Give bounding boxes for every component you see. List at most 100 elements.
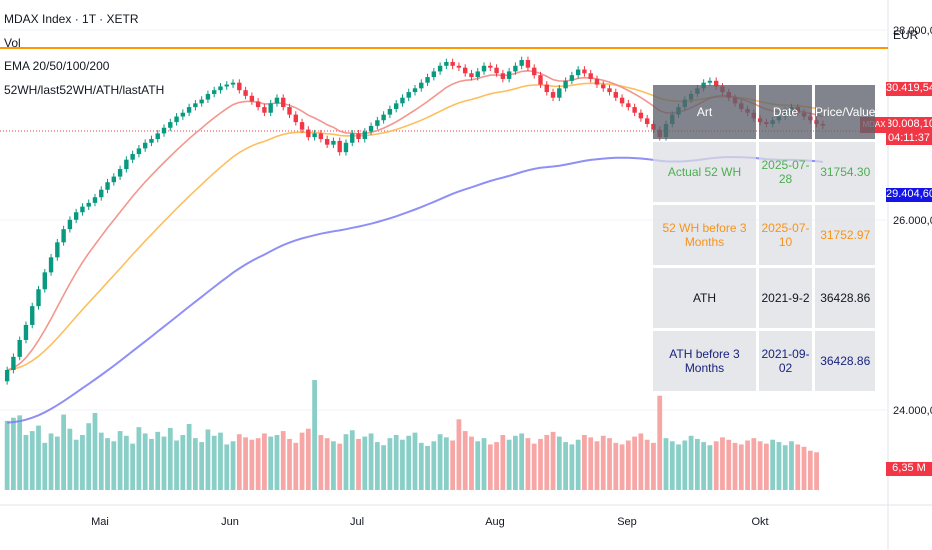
legend-indicator[interactable]: 52WH/last52WH/ATH/lastATH xyxy=(4,82,165,97)
candle-body xyxy=(481,65,487,72)
candle-body xyxy=(393,103,399,109)
candle-body xyxy=(80,206,85,213)
volume-bar xyxy=(625,440,631,490)
volume-bar xyxy=(23,435,29,490)
volume-bar xyxy=(73,439,79,490)
price-tag-countdown: 04:11:37 xyxy=(887,132,930,144)
volume-bar xyxy=(513,435,518,490)
candle-body xyxy=(544,84,549,93)
candle-body xyxy=(582,69,587,74)
table-header-value: Price/Value xyxy=(815,85,876,139)
volume-bar xyxy=(318,435,324,490)
candle-body xyxy=(437,65,443,72)
candle-body xyxy=(224,84,229,87)
volume-bar xyxy=(694,438,700,490)
table-header-date: Date xyxy=(759,85,812,139)
volume-bar xyxy=(412,432,418,490)
candle-body xyxy=(262,107,267,113)
table-header-art: Art xyxy=(653,85,756,139)
chart-title[interactable]: MDAX Index · 1T · XETR xyxy=(4,12,139,26)
candle-body xyxy=(23,324,29,340)
volume-bar xyxy=(726,439,732,490)
legend-ema[interactable]: EMA 20/50/100/200 xyxy=(4,59,110,73)
table-cell-value: 31752.97 xyxy=(815,205,876,265)
candle-body xyxy=(626,103,631,108)
volume-bar xyxy=(199,442,205,490)
volume-bar xyxy=(588,437,594,490)
candle-body xyxy=(450,62,455,66)
volume-bar xyxy=(550,431,556,490)
volume-bar xyxy=(531,443,537,490)
candle-body xyxy=(312,133,317,138)
candle-body xyxy=(124,159,129,170)
candle-body xyxy=(463,67,468,74)
candle-body xyxy=(456,65,462,68)
candle-body xyxy=(306,129,311,138)
volume-bar xyxy=(305,428,311,490)
table-cell-date: 2025-07-28 xyxy=(759,142,812,202)
candle-body xyxy=(431,71,437,78)
volume-bar xyxy=(54,436,60,490)
candle-body xyxy=(287,107,292,115)
volume-bar xyxy=(789,441,794,490)
volume-bar xyxy=(98,432,104,490)
volume-bar xyxy=(205,429,211,490)
volume-bar xyxy=(180,435,186,490)
volume-bar xyxy=(807,450,813,490)
volume-bar xyxy=(776,442,782,490)
candle-body xyxy=(149,139,154,143)
legend-vol[interactable]: Vol xyxy=(4,35,21,50)
volume-bar xyxy=(494,442,499,490)
volume-bar xyxy=(105,438,110,490)
volume-bar xyxy=(569,444,575,490)
candle-body xyxy=(17,339,22,357)
candle-body xyxy=(274,97,280,104)
volume-bar xyxy=(481,438,487,490)
candle-body xyxy=(362,131,367,140)
table-row: ATH 2021-9-2 36428.86 xyxy=(653,268,876,328)
candle-body xyxy=(494,67,499,74)
volume-bar xyxy=(764,443,769,490)
volume-bar xyxy=(418,442,424,490)
volume-bar xyxy=(676,444,681,490)
candle-body xyxy=(293,114,298,123)
candle-body xyxy=(193,103,198,108)
candle-body xyxy=(142,142,148,149)
volume-bar xyxy=(224,444,230,490)
candle-body xyxy=(569,75,575,81)
volume-bar xyxy=(582,435,587,490)
volume-bar xyxy=(406,435,412,490)
volume-bar xyxy=(155,431,161,490)
volume-bar xyxy=(293,442,299,490)
volume-bar xyxy=(287,438,292,490)
table-cell-label: 52 WH before 3 Months xyxy=(653,205,756,265)
volume-bar xyxy=(663,438,669,490)
volume-bar xyxy=(738,444,744,490)
candle-body xyxy=(130,154,135,160)
volume-bar xyxy=(644,439,650,490)
volume-bar xyxy=(682,440,688,490)
candle-body xyxy=(99,189,104,198)
volume-bar xyxy=(801,446,807,490)
volume-bar xyxy=(469,436,474,490)
volume-bar xyxy=(80,435,85,490)
volume-bar xyxy=(299,432,305,490)
volume-bar xyxy=(174,440,179,490)
candle-body xyxy=(506,71,512,79)
candle-body xyxy=(638,112,644,119)
volume-bar xyxy=(745,440,750,490)
candle-body xyxy=(368,125,374,132)
currency-label[interactable]: EUR xyxy=(893,28,919,42)
volume-bar xyxy=(362,436,368,490)
volume-bar xyxy=(462,431,468,490)
candle-body xyxy=(419,82,424,89)
candle-body xyxy=(425,77,430,83)
x-tick-label: Mai xyxy=(91,516,109,528)
candle-body xyxy=(281,97,286,108)
candle-body xyxy=(707,80,713,83)
candle-body xyxy=(212,90,217,94)
candle-body xyxy=(86,202,91,207)
candle-body xyxy=(136,148,142,155)
volume-bar xyxy=(732,442,738,490)
